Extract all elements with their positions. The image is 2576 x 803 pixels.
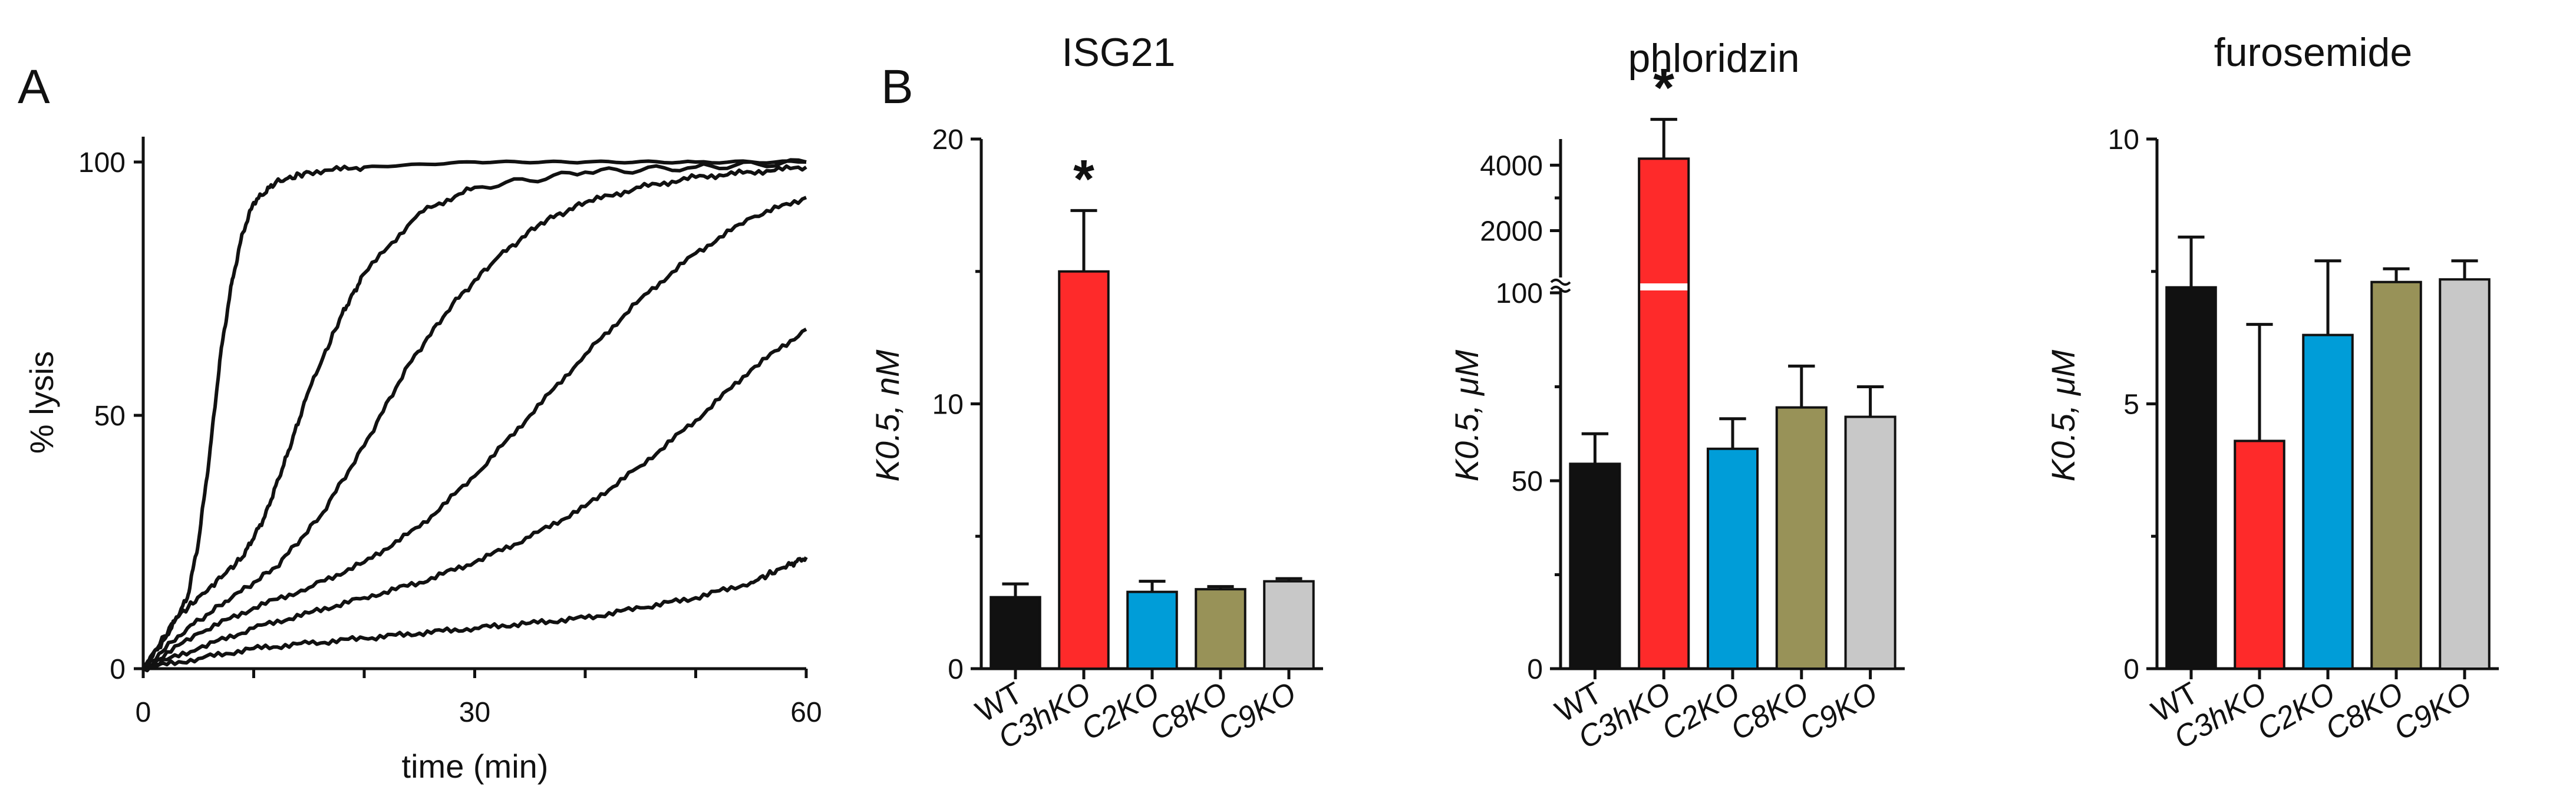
furosemide-bar xyxy=(2370,280,2422,670)
furosemide-y-tick-label: 0 xyxy=(2123,654,2139,685)
furosemide-title: furosemide xyxy=(2214,30,2412,75)
phloridzin-error-bar xyxy=(1719,417,1746,449)
isg21-category-label: C8KO xyxy=(1144,676,1233,747)
isg21-bar xyxy=(989,596,1041,670)
panel-label-a: A xyxy=(18,60,50,114)
furosemide-y-label: K0.5, μM xyxy=(2044,349,2082,481)
phloridzin-bar xyxy=(1844,415,1896,670)
phloridzin-bar xyxy=(1706,447,1759,670)
furosemide-category-label: C9KO xyxy=(2388,676,2478,747)
phloridzin-error-bar xyxy=(1788,364,1815,408)
furosemide-bar xyxy=(2234,439,2285,670)
furosemide-bar xyxy=(2439,278,2491,670)
lysis-curve xyxy=(142,556,808,673)
furosemide-error-bar xyxy=(2314,259,2341,335)
phloridzin-bar-break xyxy=(1640,283,1688,290)
lysis-x-tick-label: 60 xyxy=(790,697,822,728)
phloridzin-axis-break-mark xyxy=(1550,279,1571,293)
phloridzin-y-tick-label: 2000 xyxy=(1480,216,1543,247)
phloridzin-category-label: C2KO xyxy=(1656,676,1746,747)
lysis-curve xyxy=(141,158,807,670)
isg21-bar xyxy=(1126,590,1178,670)
furosemide-bar xyxy=(2165,286,2217,670)
lysis-y-tick-label: 0 xyxy=(110,654,126,685)
phloridzin-error-bar xyxy=(1856,385,1884,417)
furosemide-bar xyxy=(2302,333,2354,670)
isg21-error-bar xyxy=(1275,577,1302,581)
phloridzin-title: phloridzin xyxy=(1628,36,1799,81)
isg21-category-label: C9KO xyxy=(1212,676,1302,747)
phloridzin-significance: * xyxy=(1653,58,1674,118)
phloridzin-bar xyxy=(1638,157,1690,670)
furosemide-category-label: C2KO xyxy=(2251,676,2341,747)
isg21-y-label: K0.5, nM xyxy=(869,349,906,481)
isg21-bar xyxy=(1263,580,1315,670)
lysis-curve xyxy=(143,328,807,670)
lysis-curve xyxy=(141,159,807,670)
phloridzin-error-bar xyxy=(1581,432,1609,464)
phloridzin-category-label: C8KO xyxy=(1725,676,1815,747)
phloridzin-category-label: C9KO xyxy=(1794,676,1884,747)
lysis-x-tick-label: 0 xyxy=(136,697,151,728)
phloridzin-y-tick-label: 100 xyxy=(1496,278,1543,309)
phloridzin-bar xyxy=(1775,406,1828,670)
lysis-curve xyxy=(142,164,807,670)
isg21-error-bar xyxy=(1207,585,1234,590)
furosemide-error-bar xyxy=(2178,235,2205,288)
furosemide-error-bar xyxy=(2383,267,2410,282)
furosemide-y-tick-label: 10 xyxy=(2108,124,2139,156)
isg21-title: ISG21 xyxy=(1062,30,1176,75)
lysis-x-tick-label: 30 xyxy=(459,697,490,728)
isg21-category-label: C2KO xyxy=(1076,676,1165,747)
phloridzin-y-tick-label: 50 xyxy=(1512,466,1543,497)
phloridzin-y-tick-label: 4000 xyxy=(1480,150,1543,181)
lysis-curve xyxy=(141,196,807,670)
isg21-significance: * xyxy=(1073,149,1094,209)
panel-label-b: B xyxy=(881,60,913,114)
isg21-y-tick-label: 20 xyxy=(932,124,964,156)
isg21-error-bar xyxy=(1002,582,1029,597)
lysis-y-tick-label: 100 xyxy=(78,147,126,179)
furosemide-error-bar xyxy=(2246,323,2273,441)
furosemide-y-tick-label: 5 xyxy=(2123,389,2139,421)
phloridzin-y-tick-label: 0 xyxy=(1527,654,1543,685)
phloridzin-error-bar xyxy=(1650,118,1677,159)
lysis-y-label: % lysis xyxy=(23,351,60,454)
lysis-chart: 0 50 100 0 30 60 % lysis time (min) xyxy=(23,137,822,785)
furosemide-category-label: C8KO xyxy=(2320,676,2409,747)
lysis-x-label: time (min) xyxy=(402,748,549,785)
furosemide-error-bar xyxy=(2451,259,2478,280)
isg21-y-tick-label: 0 xyxy=(948,654,964,685)
isg21-error-bar xyxy=(1070,209,1097,272)
isg21-bar xyxy=(1058,270,1110,670)
isg21-y-tick-label: 10 xyxy=(932,389,964,421)
isg21-error-bar xyxy=(1139,580,1166,592)
phloridzin-y-label: K0.5, μM xyxy=(1448,349,1485,481)
phloridzin-bar xyxy=(1569,462,1621,670)
isg21-bar xyxy=(1195,588,1246,670)
lysis-y-tick-label: 50 xyxy=(94,401,126,432)
